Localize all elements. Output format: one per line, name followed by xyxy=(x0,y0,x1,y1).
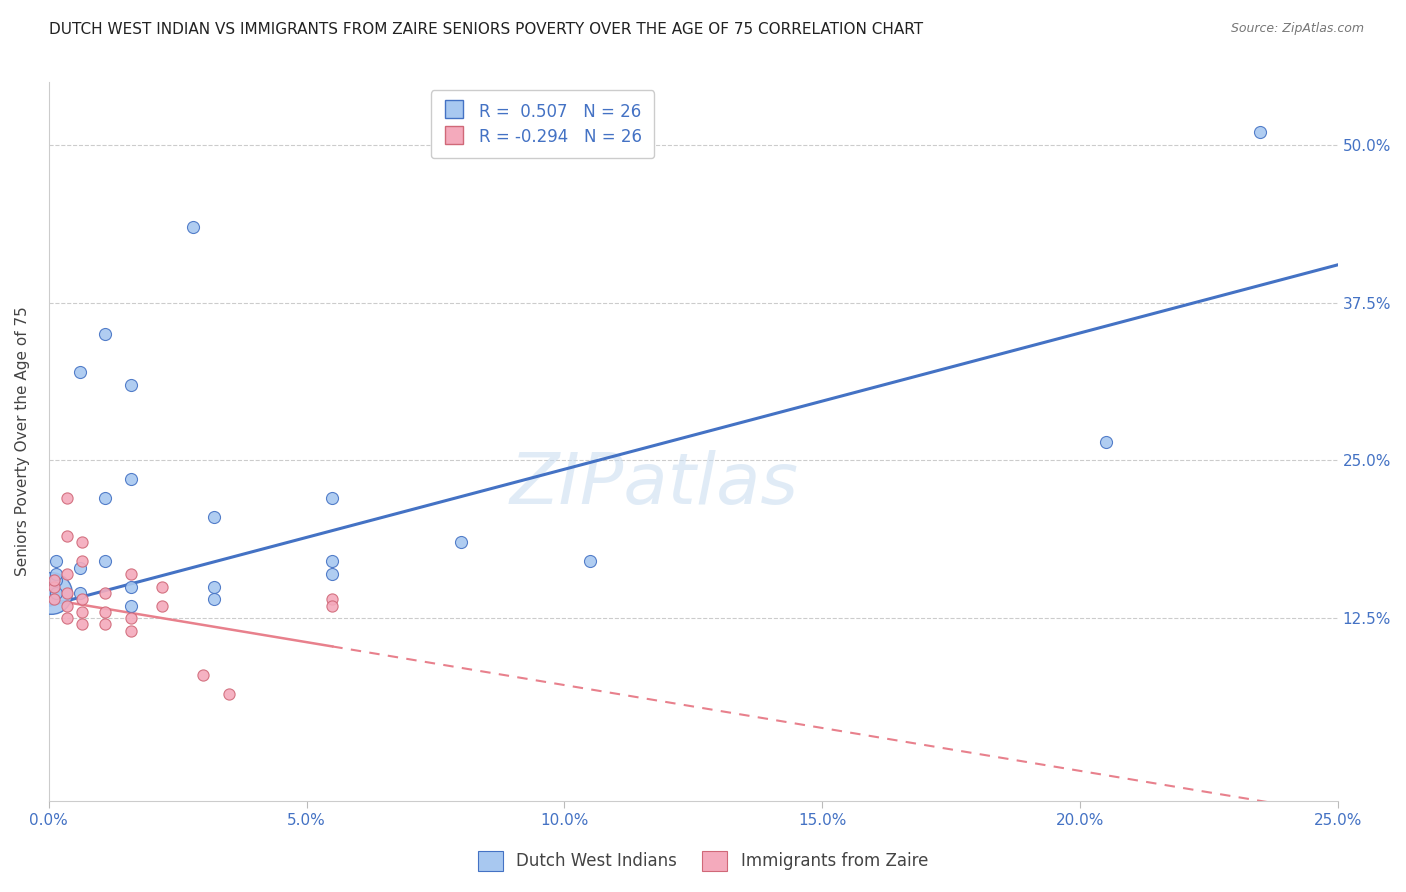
Legend: Dutch West Indians, Immigrants from Zaire: Dutch West Indians, Immigrants from Zair… xyxy=(470,842,936,880)
Point xyxy=(69,365,91,379)
Point xyxy=(94,605,117,619)
Point xyxy=(94,554,117,568)
Point xyxy=(94,586,117,600)
Point xyxy=(94,617,117,632)
Text: DUTCH WEST INDIAN VS IMMIGRANTS FROM ZAIRE SENIORS POVERTY OVER THE AGE OF 75 CO: DUTCH WEST INDIAN VS IMMIGRANTS FROM ZAI… xyxy=(49,22,924,37)
Point xyxy=(202,580,225,594)
Point xyxy=(56,599,79,613)
Point xyxy=(321,554,343,568)
Text: Source: ZipAtlas.com: Source: ZipAtlas.com xyxy=(1230,22,1364,36)
Point xyxy=(202,592,225,607)
Point xyxy=(42,574,65,588)
Point xyxy=(120,624,142,638)
Point xyxy=(120,580,142,594)
Point xyxy=(579,554,602,568)
Point xyxy=(450,535,472,549)
Point xyxy=(45,567,67,582)
Legend: R =  0.507   N = 26, R = -0.294   N = 26: R = 0.507 N = 26, R = -0.294 N = 26 xyxy=(430,90,654,158)
Point xyxy=(120,377,142,392)
Point xyxy=(56,529,79,543)
Point xyxy=(321,491,343,506)
Point xyxy=(120,567,142,582)
Point xyxy=(120,599,142,613)
Point xyxy=(1094,434,1116,449)
Point xyxy=(321,567,343,582)
Point xyxy=(72,535,94,549)
Point xyxy=(1249,125,1271,139)
Point xyxy=(150,599,173,613)
Point xyxy=(218,687,240,701)
Point xyxy=(150,580,173,594)
Point xyxy=(39,586,62,600)
Point xyxy=(72,592,94,607)
Point xyxy=(45,554,67,568)
Point xyxy=(181,219,204,234)
Text: ZIPatlas: ZIPatlas xyxy=(510,450,799,519)
Point xyxy=(56,586,79,600)
Point xyxy=(45,574,67,588)
Point xyxy=(72,617,94,632)
Point xyxy=(321,592,343,607)
Point xyxy=(193,668,215,682)
Point xyxy=(72,554,94,568)
Point xyxy=(42,580,65,594)
Point xyxy=(56,491,79,506)
Point xyxy=(45,586,67,600)
Point xyxy=(321,599,343,613)
Point xyxy=(69,586,91,600)
Point xyxy=(94,327,117,342)
Y-axis label: Seniors Poverty Over the Age of 75: Seniors Poverty Over the Age of 75 xyxy=(15,307,30,576)
Point xyxy=(56,567,79,582)
Point xyxy=(56,611,79,625)
Point xyxy=(120,611,142,625)
Point xyxy=(94,491,117,506)
Point xyxy=(69,560,91,574)
Point xyxy=(120,472,142,486)
Point xyxy=(72,605,94,619)
Point xyxy=(202,510,225,524)
Point xyxy=(42,592,65,607)
